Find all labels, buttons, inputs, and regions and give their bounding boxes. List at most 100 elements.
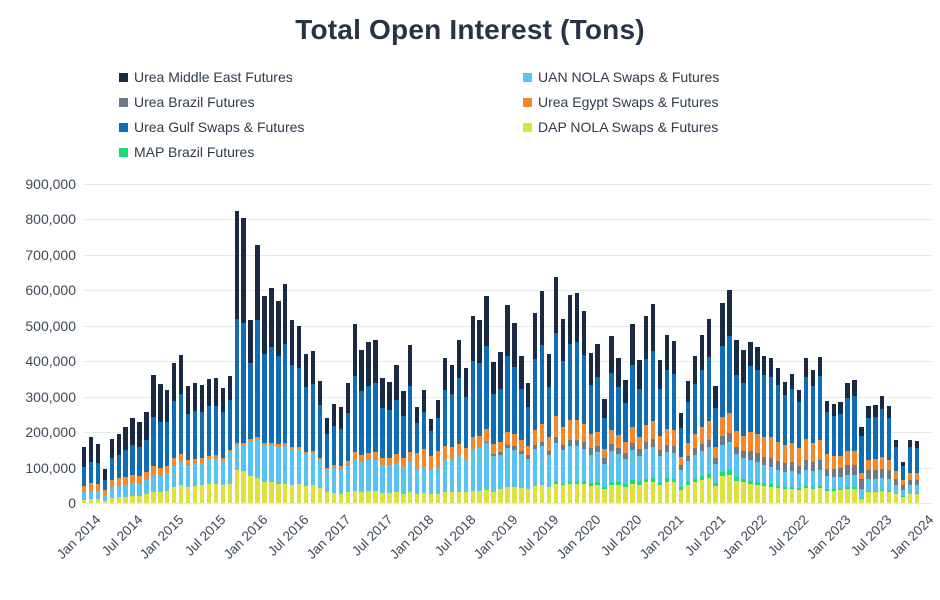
- bar-segment: [595, 482, 600, 486]
- bar-segment: [477, 363, 482, 436]
- bar-segment: [345, 460, 350, 466]
- bar-segment: [359, 391, 364, 456]
- y-axis-tick-label: 600,000: [25, 282, 76, 299]
- bar-segment: [581, 311, 586, 355]
- bar-segment: [616, 358, 621, 388]
- bar-segment: [817, 357, 822, 377]
- bar-segment: [657, 481, 663, 485]
- bar-segment: [505, 487, 510, 503]
- bar-segment: [158, 476, 163, 493]
- bar-segment: [345, 382, 350, 413]
- stacked-bar: [720, 303, 725, 503]
- bar-segment: [428, 431, 434, 457]
- bar-segment: [255, 437, 260, 440]
- bar-segment: [172, 465, 177, 488]
- bar-segment: [130, 474, 135, 484]
- bar-segment: [130, 444, 135, 475]
- stacked-bar: [546, 354, 552, 503]
- bar-segment: [873, 416, 878, 460]
- bar-segment: [338, 493, 344, 503]
- x-axis-tick-label: Jan 2024: [886, 512, 937, 562]
- bar-segment: [713, 386, 718, 408]
- stacked-bar: [408, 344, 413, 503]
- bar-segment: [241, 322, 246, 444]
- stacked-bar: [477, 320, 482, 503]
- bar-segment: [657, 449, 663, 457]
- bar-segment: [401, 391, 406, 416]
- bar-segment: [685, 443, 691, 456]
- legend-swatch-icon: [119, 148, 128, 157]
- bar-segment: [699, 426, 704, 444]
- stacked-bar: [130, 417, 135, 503]
- bar-segment: [366, 342, 371, 386]
- bar-segment: [345, 492, 350, 503]
- bar-segment: [893, 439, 899, 447]
- bar-segment: [546, 387, 552, 437]
- bar-segment: [366, 460, 371, 492]
- stacked-bar: [366, 342, 371, 503]
- stacked-bar: [491, 361, 496, 503]
- bar-segment: [845, 398, 850, 452]
- stacked-bar: [394, 364, 399, 503]
- bar-segment: [567, 439, 573, 447]
- bar-segment: [789, 442, 795, 463]
- bar-segment: [123, 426, 128, 451]
- bar-segment: [498, 352, 503, 389]
- bar-segment: [317, 458, 323, 460]
- bar-segment: [553, 442, 559, 482]
- bar-segment: [199, 385, 205, 413]
- bar-segment: [428, 418, 434, 432]
- bar-segment: [553, 481, 559, 484]
- bar-segment: [248, 475, 253, 503]
- bar-segment: [651, 304, 656, 351]
- bar-segment: [442, 389, 448, 447]
- bar-segment: [144, 439, 149, 472]
- bar-segment: [713, 446, 718, 459]
- bar-segment: [824, 489, 829, 491]
- grid-line: [84, 503, 932, 504]
- legend-item-urea-middle-east: Urea Middle East Futures: [119, 70, 523, 85]
- bar-segment: [782, 381, 788, 396]
- bar-segment: [727, 336, 732, 413]
- legend-swatch-icon: [523, 98, 532, 107]
- bar-segment: [914, 441, 920, 448]
- stacked-bar: [165, 389, 170, 503]
- bar-segment: [755, 433, 760, 454]
- bar-segment: [276, 483, 281, 503]
- bar-segment: [123, 496, 128, 503]
- stacked-bar: [185, 386, 191, 503]
- bar-segment: [748, 366, 753, 432]
- stacked-bar: [484, 296, 489, 503]
- bar-segment: [373, 460, 378, 492]
- bar-segment: [824, 400, 829, 412]
- bar-segment: [317, 405, 323, 459]
- bar-segment: [866, 478, 871, 491]
- bar-segment: [185, 487, 191, 503]
- bar-segment: [630, 483, 635, 503]
- bar-segment: [775, 470, 781, 486]
- bar-segment: [463, 458, 468, 493]
- bar-segment: [317, 459, 323, 489]
- bar-segment: [609, 481, 614, 485]
- bar-segment: [880, 409, 885, 458]
- bar-segment: [727, 433, 732, 443]
- bar-segment: [546, 354, 552, 388]
- bar-segment: [803, 469, 809, 486]
- bar-segment: [873, 491, 878, 503]
- bar-segment: [310, 450, 316, 453]
- bar-segment: [762, 355, 767, 376]
- stacked-bar: [505, 305, 510, 503]
- bar-segment: [262, 354, 267, 443]
- bar-segment: [817, 376, 822, 440]
- bar-segment: [428, 456, 434, 471]
- x-axis-tick-label: Jan 2023: [803, 512, 854, 562]
- bar-segment: [415, 406, 420, 424]
- bar-segment: [866, 470, 871, 479]
- stacked-bar: [581, 311, 586, 503]
- stacked-bar: [192, 382, 198, 503]
- bar-segment: [296, 484, 302, 503]
- bar-segment: [484, 346, 489, 430]
- bar-segment: [880, 477, 885, 490]
- stacked-bar: [276, 301, 281, 503]
